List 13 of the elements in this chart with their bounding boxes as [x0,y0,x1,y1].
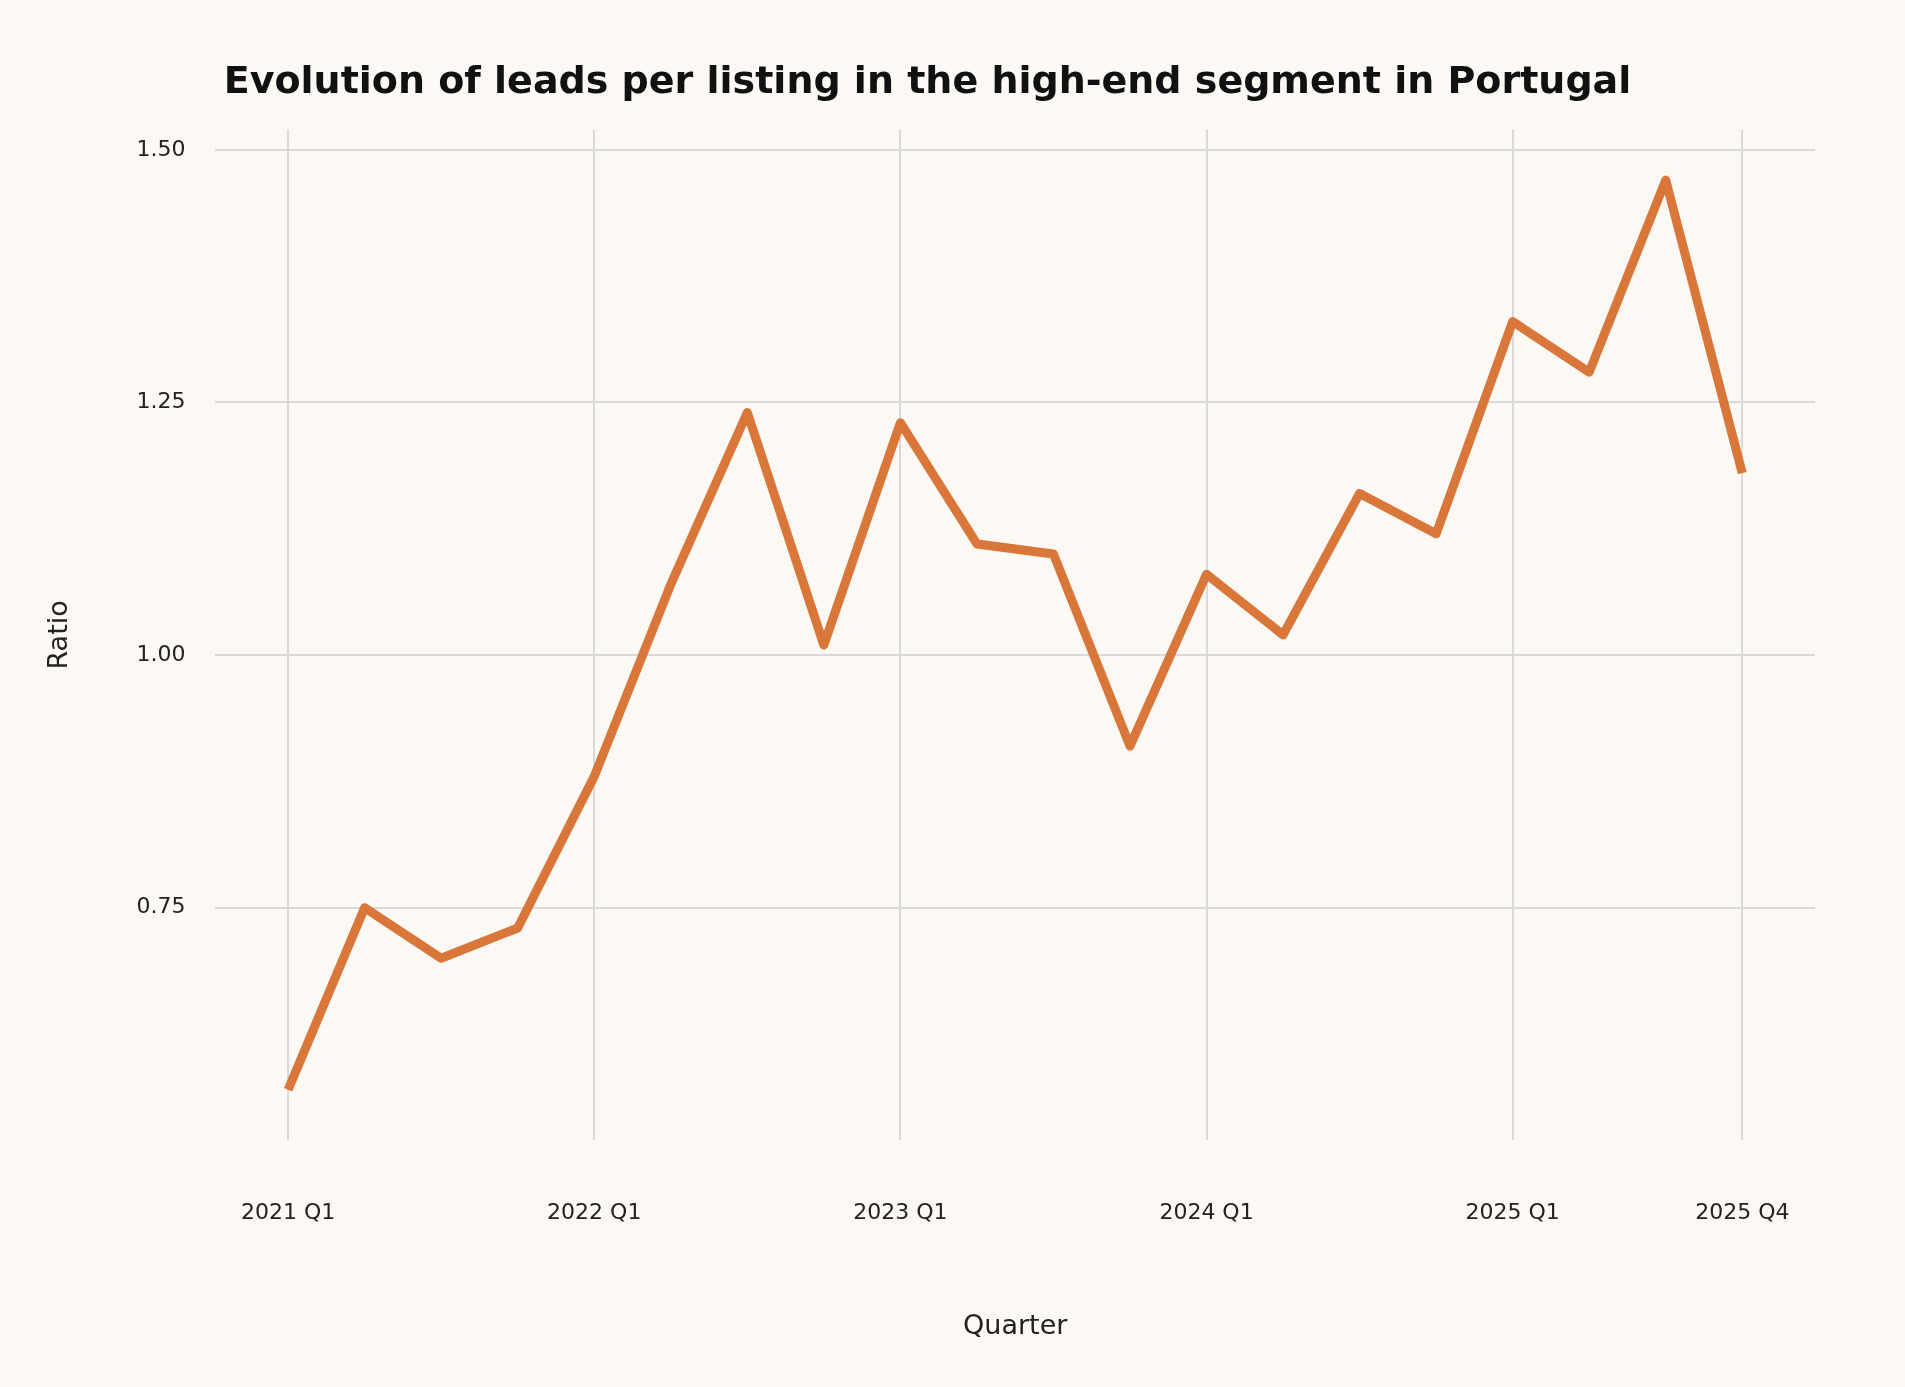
x-tick-label: 2022 Q1 [547,1199,642,1225]
chart-title: Evolution of leads per listing in the high-end segment in Portugal [223,57,1632,102]
x-tick-label: 2024 Q1 [1159,1199,1254,1225]
y-tick-label: 0.75 [136,893,186,919]
x-tick-label: 2025 Q4 [1695,1199,1790,1225]
x-tick-label: 2025 Q1 [1465,1199,1560,1225]
y-tick-label: 1.50 [136,135,186,161]
y-tick-label: 1.25 [136,388,186,414]
y-tick-label: 1.00 [136,640,186,666]
x-tick-label: 2023 Q1 [853,1199,948,1225]
y-axis-title: Ratio [42,600,74,670]
x-tick-label: 2021 Q1 [240,1199,336,1225]
x-axis-title: Quarter [963,1308,1069,1340]
